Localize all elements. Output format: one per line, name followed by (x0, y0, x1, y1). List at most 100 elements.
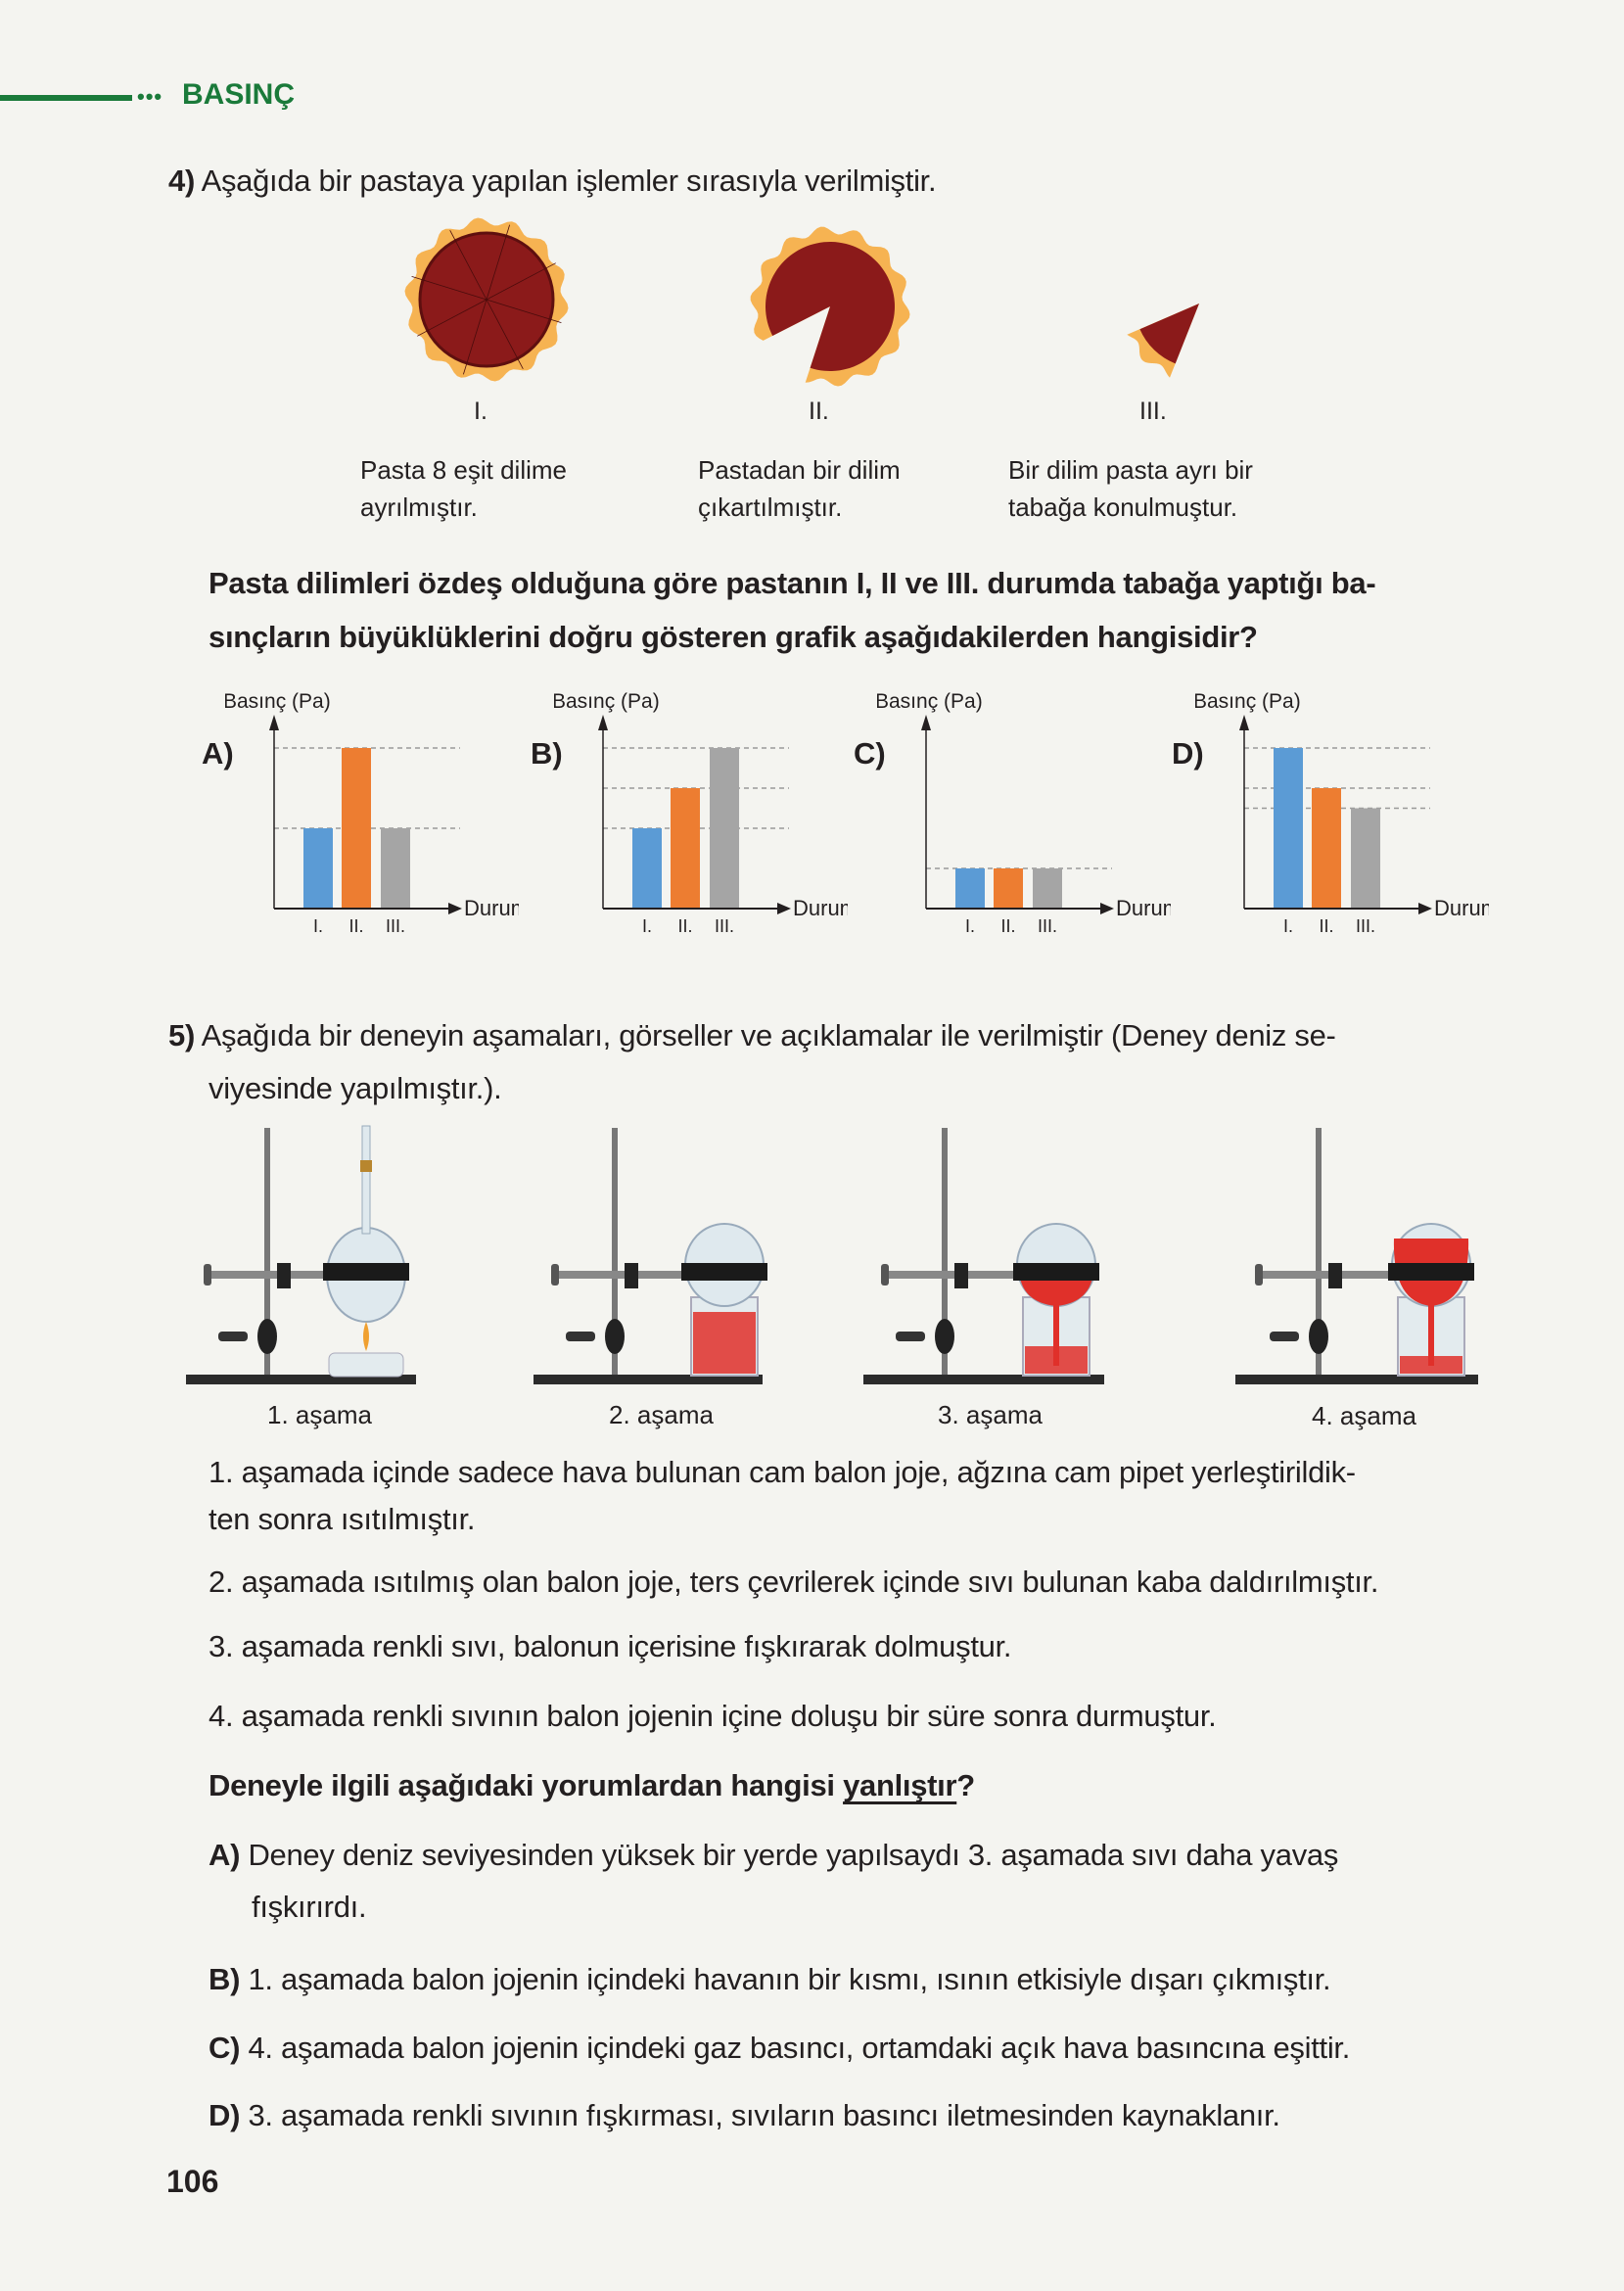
ring-knob (896, 1332, 925, 1341)
stand-base (186, 1375, 416, 1384)
chart-option-letter[interactable]: B) (531, 736, 563, 771)
q5-question: Deneyle ilgili aşağıdaki yorumlardan han… (209, 1768, 975, 1803)
x-tick-label: I. (1283, 916, 1293, 936)
bar-I (955, 868, 985, 909)
caption-line: çıkartılmıştır. (698, 492, 843, 522)
slice-line (486, 299, 562, 324)
bar-chart-C: Basınç (Pa) I. II. III. Durum (877, 690, 1171, 936)
stage-caption-II: Pastadan bir dilim çıkartılmıştır. (698, 451, 901, 526)
bar-III (381, 828, 410, 909)
liquid-in-pipe (1053, 1263, 1059, 1366)
question-number: 5) (168, 1018, 195, 1052)
stage-caption-I: Pasta 8 eşit dilime ayrılmıştır. (360, 451, 567, 526)
option-B[interactable]: B) 1. aşamada balon jojenin içindeki hav… (209, 1962, 1331, 1997)
experiment-stage-2 (534, 1128, 767, 1384)
q4-question-line1: Pasta dilimleri özdeş olduğuna göre past… (209, 566, 1376, 600)
bar-chart-B: Basınç (Pa) I. II. III. Durum (554, 690, 848, 936)
bar-III (1033, 868, 1062, 909)
experiment-stage-label: 4. aşama (1312, 1401, 1416, 1430)
chart-option-letter[interactable]: A) (202, 736, 234, 771)
pie-one-slice-removed (750, 226, 910, 387)
question-5: 5) Aşağıda bir deneyin aşamaları, görsel… (168, 1018, 1336, 1053)
x-tick-label: I. (642, 916, 652, 936)
stage-label-II: II. (809, 397, 829, 425)
bar-II (1312, 788, 1341, 909)
stand-rod (942, 1128, 948, 1375)
bar-chart-D: Basınç (Pa) I. II. III. Durum (1195, 690, 1489, 936)
chart-option-letter[interactable]: C) (854, 736, 886, 771)
bar-I (1274, 748, 1303, 909)
bar-I (632, 828, 662, 909)
bosshead (605, 1319, 625, 1354)
caption-line: Pastadan bir dilim (698, 455, 901, 485)
experiment-stage-label: 2. aşama (609, 1400, 714, 1429)
statement-3: 3. aşamada renkli sıvı, balonun içerisin… (209, 1629, 1012, 1663)
x-tick-label: III. (715, 916, 734, 936)
question-number: 4) (168, 164, 195, 198)
y-axis-label: Basınç (Pa) (554, 690, 660, 713)
x-tick-label: I. (965, 916, 975, 936)
y-axis-label: Basınç (Pa) (877, 690, 983, 713)
ring-knob (566, 1332, 595, 1341)
clamp-knob (204, 1264, 211, 1286)
bar-II (671, 788, 700, 909)
bar-II (994, 868, 1023, 909)
question-4: 4) Aşağıda bir pastaya yapılan işlemler … (168, 164, 937, 199)
x-axis-label: Durum (1434, 896, 1489, 920)
option-A[interactable]: A) Deney deniz seviyesinden yüksek bir y… (209, 1838, 1338, 1873)
pie-single-slice (1127, 304, 1199, 378)
slice-line (486, 262, 556, 301)
pie-whole-8-slices (404, 217, 569, 382)
x-axis-arrow-icon (777, 903, 791, 914)
clamp-band (681, 1263, 767, 1281)
x-axis-arrow-icon (1418, 903, 1432, 914)
statement-2: 2. aşamada ısıtılmış olan balon joje, te… (209, 1565, 1379, 1599)
bosshead (935, 1319, 954, 1354)
x-tick-label: III. (386, 916, 405, 936)
experiment-stage-label: 1. aşama (267, 1400, 372, 1429)
bosshead (257, 1319, 277, 1354)
clamp-knob (551, 1264, 559, 1286)
option-text: 1. aşamada balon jojenin içindeki havanı… (248, 1962, 1331, 1996)
x-tick-label: II. (348, 916, 363, 936)
cork (360, 1160, 372, 1172)
ring-knob (218, 1332, 248, 1341)
option-text: 3. aşamada renkli sıvının fışkırması, sı… (248, 2098, 1280, 2132)
clamp-block (277, 1263, 291, 1288)
stand-base (863, 1375, 1104, 1384)
ring-knob (1270, 1332, 1299, 1341)
stage-caption-III: Bir dilim pasta ayrı bir tabağa konulmuş… (1008, 451, 1253, 526)
y-axis-arrow-icon (921, 715, 931, 730)
clamp-arm (1260, 1271, 1431, 1279)
y-axis-label: Basınç (Pa) (1195, 690, 1301, 713)
option-D[interactable]: D) 3. aşamada renkli sıvının fışkırması,… (209, 2098, 1280, 2133)
statement-1: 1. aşamada içinde sadece hava bulunan ca… (209, 1455, 1356, 1489)
q4-question-line2: sınçların büyüklüklerini doğru gösteren … (209, 620, 1258, 654)
colored-liquid (693, 1312, 756, 1374)
experiment-stage-3 (863, 1128, 1104, 1384)
x-tick-label: III. (1038, 916, 1057, 936)
stand-rod (1316, 1128, 1322, 1375)
pie-filling (1139, 304, 1199, 364)
bar-chart-A: Basınç (Pa) I. II. III. Durum (225, 690, 519, 936)
header-dots: ••• (137, 84, 163, 109)
x-tick-label: I. (313, 916, 323, 936)
liquid-in-pipe (1428, 1239, 1434, 1366)
experiment-stage-4 (1235, 1128, 1478, 1384)
x-axis-arrow-icon (448, 903, 462, 914)
bar-II (342, 748, 371, 909)
slice-line (411, 275, 487, 301)
bar-III (710, 748, 739, 909)
chart-option-letter[interactable]: D) (1172, 736, 1204, 771)
experiment-illustrations (186, 1125, 1478, 1384)
y-axis-label: Basınç (Pa) (225, 690, 331, 713)
slice-line (462, 299, 487, 375)
y-axis-arrow-icon (269, 715, 279, 730)
caption-line: tabağa konulmuştur. (1008, 492, 1238, 522)
glass-pipe (361, 1125, 371, 1235)
slice-line (449, 230, 487, 301)
option-C[interactable]: C) 4. aşamada balon jojenin içindeki gaz… (209, 2031, 1350, 2066)
option-letter: C) (209, 2031, 241, 2065)
bosshead (1309, 1319, 1328, 1354)
option-text: Deney deniz seviyesinden yüksek bir yerd… (248, 1838, 1339, 1872)
